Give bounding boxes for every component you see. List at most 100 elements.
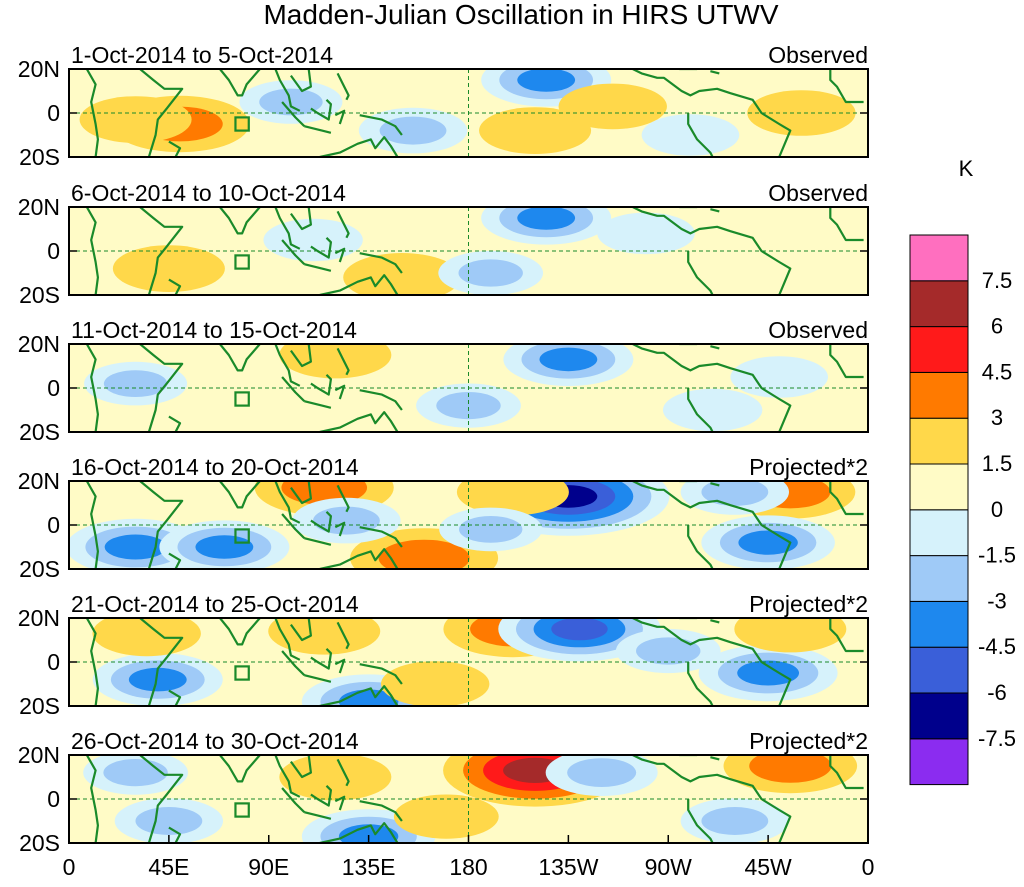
coastline (168, 140, 182, 157)
coastline (319, 685, 399, 706)
panel-2: 20N 0 20S 6-Oct-2014 to 10-Oct-2014 Observed (18, 180, 869, 308)
coastline (310, 511, 332, 533)
coastline (687, 525, 714, 569)
colorbar-label: -7.5 (978, 726, 1016, 751)
coastline (281, 239, 306, 265)
coastline (139, 481, 184, 569)
coastline (274, 344, 301, 387)
anomaly-contour (456, 481, 569, 516)
region-box (234, 254, 250, 270)
coastline (632, 481, 792, 569)
coastline (359, 389, 403, 411)
anomaly-contour (738, 530, 798, 555)
anomaly-contour (641, 114, 740, 156)
coastline (281, 101, 306, 127)
panel-kind: Projected*2 (749, 591, 868, 617)
coastline (219, 481, 261, 509)
coastline (829, 618, 864, 653)
colorbar-label: 6 (991, 314, 1003, 339)
anomaly-contour (558, 83, 667, 130)
colorbar-label: -4.5 (978, 634, 1016, 659)
colorbar-label: -3 (987, 588, 1007, 613)
lon-tick-label: 135E (342, 854, 396, 880)
x-axis: 0 45E 90E 135E 180 135W 90W 45W 0 (63, 835, 874, 880)
anomaly-contour (458, 259, 523, 287)
colorbar-label: 0 (991, 497, 1003, 522)
panel-kind: Observed (768, 317, 868, 343)
anomaly-contour (517, 207, 576, 230)
colorbar-swatch (909, 371, 969, 419)
coastline (334, 247, 346, 263)
anomaly-contour (135, 807, 203, 835)
anomaly-contour (92, 618, 201, 657)
anomaly-contour (734, 618, 847, 653)
coastline (829, 207, 864, 242)
coastline (687, 388, 714, 432)
lat-tick-label: 0 (47, 786, 60, 812)
colorbar-swatch (909, 280, 969, 328)
lat-tick-label: 0 (47, 512, 60, 538)
coastline (139, 207, 184, 295)
anomaly-contour (737, 660, 800, 686)
coastline (710, 619, 720, 624)
coastline (336, 347, 350, 376)
coastline (687, 799, 714, 843)
anomaly-contour (597, 212, 695, 255)
coastline (290, 618, 312, 642)
lat-tick-label: 0 (47, 649, 60, 675)
anomaly-contour (539, 347, 598, 372)
region-box (234, 391, 250, 407)
coastline (304, 811, 332, 820)
colorbar-label: -6 (987, 680, 1007, 705)
panel-period: 16-Oct-2014 to 20-Oct-2014 (71, 454, 359, 480)
colorbar-swatch (909, 234, 969, 282)
lat-tick-label: 20S (19, 556, 60, 582)
anomaly-contour (479, 107, 592, 154)
anomaly-contour (79, 96, 192, 143)
anomaly-field (92, 618, 847, 706)
colorbar-label: -1.5 (978, 543, 1016, 568)
anomaly-contour (279, 344, 392, 379)
panel-6: 20N 0 20S 26-Oct-2014 to 30-Oct-2014 Project… (18, 728, 869, 856)
coastline (829, 69, 864, 104)
anomaly-contour (104, 534, 167, 560)
anomaly-field (84, 344, 829, 432)
panel-1: 20N 0 20S 1-Oct-2014 to 5-Oct-2014 Observed (18, 42, 869, 170)
coastline (632, 755, 792, 843)
coastline (274, 755, 301, 798)
coastline (310, 237, 332, 259)
colorbar-swatch (909, 509, 969, 557)
anomaly-contour (517, 69, 576, 92)
coastline (219, 755, 261, 783)
coastline (219, 69, 261, 97)
coastline (710, 70, 720, 75)
coastline (281, 376, 306, 402)
coastline (632, 207, 792, 295)
coastline (632, 618, 792, 706)
region-box (234, 528, 250, 544)
coastline (319, 136, 399, 157)
lon-tick-label: 180 (449, 854, 487, 880)
lat-tick-label: 20N (18, 331, 60, 357)
colorbar-swatch (909, 600, 969, 648)
coastline (310, 99, 332, 121)
coastline (710, 482, 720, 487)
colorbar-label: 1.5 (982, 451, 1013, 476)
coastline (336, 72, 350, 101)
coastline (319, 548, 399, 569)
region-box (234, 116, 250, 132)
coastline (310, 785, 332, 807)
coastline (336, 621, 350, 650)
coastline (829, 481, 864, 516)
colorbar-swatch (909, 738, 969, 786)
coastline (304, 674, 332, 683)
anomaly-contour (263, 218, 363, 262)
lat-tick-label: 0 (47, 375, 60, 401)
anomaly-contour (195, 535, 254, 559)
lat-tick-label: 20S (19, 144, 60, 170)
coastline (219, 207, 261, 235)
coastline (168, 826, 182, 843)
panel-kind: Observed (768, 180, 868, 206)
coastline (687, 251, 714, 295)
